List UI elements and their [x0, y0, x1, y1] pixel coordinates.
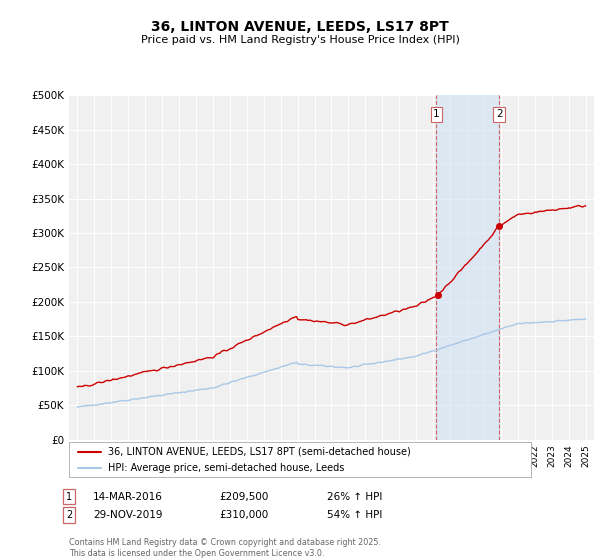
Text: 36, LINTON AVENUE, LEEDS, LS17 8PT: 36, LINTON AVENUE, LEEDS, LS17 8PT: [151, 20, 449, 34]
Text: Price paid vs. HM Land Registry's House Price Index (HPI): Price paid vs. HM Land Registry's House …: [140, 35, 460, 45]
Text: £209,500: £209,500: [219, 492, 268, 502]
Text: 2: 2: [496, 110, 502, 119]
Text: 26% ↑ HPI: 26% ↑ HPI: [327, 492, 382, 502]
Text: 36, LINTON AVENUE, LEEDS, LS17 8PT (semi-detached house): 36, LINTON AVENUE, LEEDS, LS17 8PT (semi…: [108, 447, 411, 457]
Text: 29-NOV-2019: 29-NOV-2019: [93, 510, 163, 520]
Bar: [436, 95, 499, 440]
Text: 14-MAR-2016: 14-MAR-2016: [93, 492, 163, 502]
Text: 54% ↑ HPI: 54% ↑ HPI: [327, 510, 382, 520]
Text: Contains HM Land Registry data © Crown copyright and database right 2025.
This d: Contains HM Land Registry data © Crown c…: [69, 538, 381, 558]
Text: £310,000: £310,000: [219, 510, 268, 520]
Text: 1: 1: [66, 492, 72, 502]
Text: HPI: Average price, semi-detached house, Leeds: HPI: Average price, semi-detached house,…: [108, 463, 344, 473]
Text: 1: 1: [433, 110, 440, 119]
Text: 2: 2: [66, 510, 72, 520]
